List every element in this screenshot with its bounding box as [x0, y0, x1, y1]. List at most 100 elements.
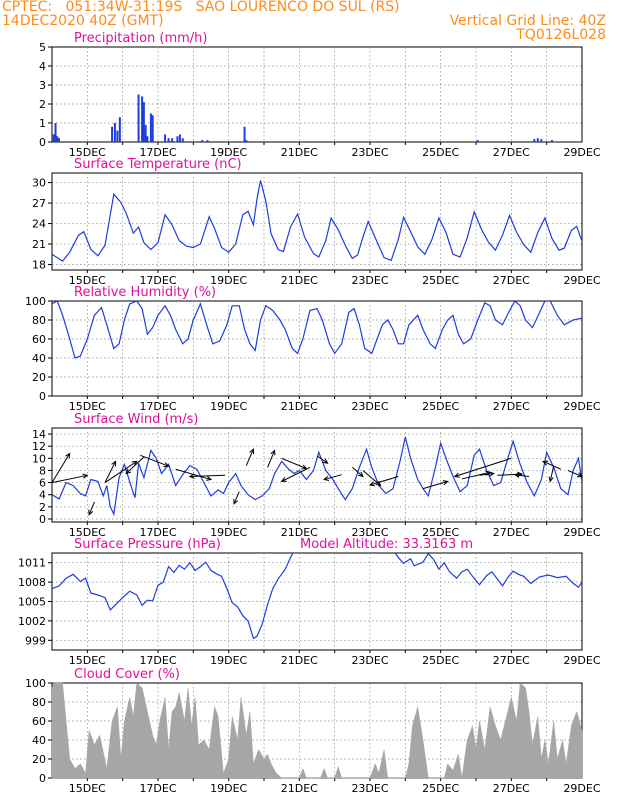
precip-bar [142, 102, 145, 142]
header-grid-note: Vertical Grid Line: 40Z [449, 13, 606, 29]
xtick-label-pres-3: 21DEC [281, 654, 318, 667]
wind-vector [281, 457, 307, 470]
ytick-label-rh-1: 20 [32, 371, 46, 384]
xtick-label-precip-2: 19DEC [210, 146, 247, 159]
precip-bar [171, 138, 174, 142]
panel-title-pres: Surface Pressure (hPa) [74, 537, 221, 552]
panel-title-wind: Surface Wind (m/s) [74, 412, 198, 427]
precip-bar [54, 123, 57, 142]
wind-vector [461, 471, 491, 480]
xtick-label-precip-6: 27DEC [493, 146, 530, 159]
ytick-label-pres-4: 1011 [18, 557, 46, 570]
wind-vector [454, 457, 512, 477]
wind-vector [267, 450, 276, 468]
xtick-label-temp-1: 17DEC [139, 274, 176, 287]
ytick-label-rh-0: 0 [39, 390, 46, 403]
wind-vector [316, 455, 328, 464]
xtick-label-temp-7: 29DEC [563, 274, 600, 287]
precip-bar [206, 140, 209, 142]
precip-bar [245, 140, 248, 142]
xtick-label-precip-0: 15DEC [69, 146, 106, 159]
header-date: 14DEC2020 40Z (GMT) [2, 13, 164, 29]
xtick-label-cloud-2: 19DEC [210, 782, 247, 795]
wind-vector [422, 480, 448, 490]
xtick-label-wind-3: 21DEC [281, 526, 318, 539]
precip-bar [533, 139, 536, 142]
xtick-label-wind-1: 17DEC [139, 526, 176, 539]
panel-title-temp: Surface Temperature (nC) [74, 157, 242, 172]
ytick-label-temp-4: 30 [32, 177, 46, 190]
panel-frame-precip [51, 46, 583, 143]
ytick-label-pres-2: 1005 [18, 596, 46, 609]
xtick-label-pres-1: 17DEC [139, 654, 176, 667]
precip-bar [167, 138, 170, 142]
wind-vector [233, 491, 240, 505]
wind-vector [497, 473, 522, 476]
xtick-label-wind-0: 15DEC [69, 526, 106, 539]
xtick-label-cloud-0: 15DEC [69, 782, 106, 795]
xtick-label-rh-6: 27DEC [493, 400, 530, 413]
wind-vector-head [368, 481, 375, 487]
header-line1: CPTEC: 051:34W-31:19S SAO LOURENCO DO SU… [2, 0, 400, 15]
precip-bar [243, 126, 246, 142]
ytick-label-precip-0: 0 [39, 136, 46, 149]
precip-bar [52, 134, 55, 142]
precip-bar [116, 130, 119, 142]
wind-vector [189, 474, 226, 478]
wind-vector-head [280, 477, 287, 482]
wind-vector [567, 469, 583, 477]
xtick-label-pres-5: 25DEC [422, 654, 459, 667]
ytick-label-temp-2: 24 [32, 218, 46, 231]
ytick-label-precip-5: 5 [39, 41, 46, 54]
ytick-label-pres-1: 1002 [18, 615, 46, 628]
precip-bar [151, 115, 154, 142]
precip-bar [550, 140, 553, 142]
xtick-label-precip-4: 23DEC [351, 146, 388, 159]
wind-vector [323, 474, 342, 481]
ytick-label-precip-3: 3 [39, 79, 46, 92]
wind-vector-head [65, 452, 71, 459]
ytick-label-precip-1: 1 [39, 117, 46, 130]
panel-title-precip: Precipitation (mm/h) [74, 31, 207, 46]
ytick-label-pres-3: 1008 [18, 576, 46, 589]
ytick-label-rh-4: 80 [32, 314, 46, 327]
precip-bar [164, 134, 167, 142]
wind-vector-head [88, 509, 94, 516]
panel-title-rh: Relative Humidity (%) [74, 285, 216, 300]
ytick-label-wind-4: 8 [39, 464, 46, 477]
ytick-label-cloud-0: 0 [39, 772, 46, 785]
xtick-label-rh-2: 19DEC [210, 400, 247, 413]
wind-vector-head [453, 472, 460, 478]
wind-series-line [52, 436, 582, 517]
wind-vector [549, 465, 555, 482]
precip-bar [181, 138, 184, 142]
wind-vector-head [206, 475, 213, 481]
xtick-label-precip-7: 29DEC [563, 146, 600, 159]
xtick-label-rh-5: 25DEC [422, 400, 459, 413]
ytick-label-wind-0: 0 [39, 513, 46, 526]
wind-vector [479, 472, 494, 476]
wind-vector-head [131, 460, 138, 466]
xtick-label-cloud-5: 25DEC [422, 782, 459, 795]
xtick-label-wind-5: 25DEC [422, 526, 459, 539]
xtick-label-cloud-6: 27DEC [493, 782, 530, 795]
precip-bar [141, 96, 144, 142]
precip-bar [113, 123, 116, 142]
wind-vector-head [249, 448, 255, 455]
ytick-label-rh-3: 60 [32, 333, 46, 346]
ytick-label-precip-4: 4 [39, 60, 46, 73]
wind-vector-head [301, 464, 308, 470]
wind-vector [542, 460, 562, 470]
ytick-label-wind-2: 4 [39, 489, 46, 502]
xtick-label-precip-1: 17DEC [139, 146, 176, 159]
wind-vector-head [542, 460, 549, 466]
wind-vector [125, 456, 145, 474]
wind-vector [514, 474, 530, 478]
xtick-label-wind-6: 27DEC [493, 526, 530, 539]
precip-bar [56, 136, 59, 142]
wind-vector-head [442, 480, 449, 486]
wind-vector-head [548, 476, 554, 483]
xtick-label-pres-2: 19DEC [210, 654, 247, 667]
xtick-label-temp-2: 19DEC [210, 274, 247, 287]
xtick-label-temp-0: 15DEC [69, 274, 106, 287]
